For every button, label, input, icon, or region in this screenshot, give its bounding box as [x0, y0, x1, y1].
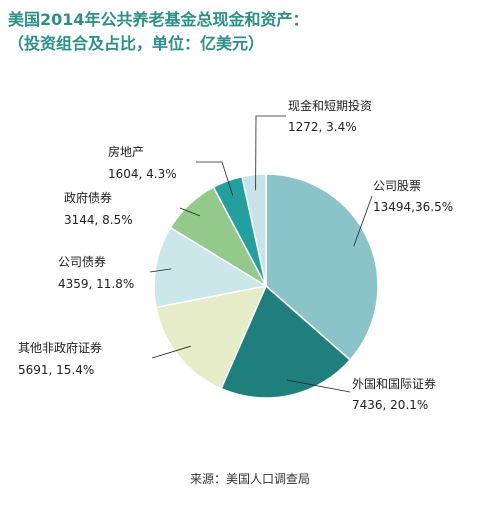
slice-label: 其他非政府证券 — [18, 340, 102, 355]
chart-title: 美国2014年公共养老基金总现金和资产： （投资组合及占比，单位：亿美元） — [8, 8, 492, 56]
leader-line — [151, 345, 191, 359]
pie-slice — [153, 226, 269, 309]
chart-title-line-2: （投资组合及占比，单位：亿美元） — [8, 34, 265, 53]
pie-slice — [155, 284, 268, 390]
chart-title-line-1: 美国2014年公共养老基金总现金和资产： — [8, 10, 309, 29]
slice-label: 政府债券 — [64, 190, 112, 205]
leader-line — [286, 379, 351, 393]
pie-slice — [220, 284, 352, 399]
slice-value-label: 3144, 8.5% — [64, 213, 133, 227]
source-note: 来源：美国人口调查局 — [189, 472, 310, 486]
pie-slice — [241, 173, 267, 287]
leader-line — [179, 207, 201, 217]
slice-value-label: 5691, 15.4% — [18, 363, 94, 377]
pie-slice — [265, 173, 379, 361]
slice-value-label: 1604, 4.3% — [108, 167, 177, 181]
slice-label: 房地产 — [108, 144, 144, 159]
slice-value-label: 7436, 20.1% — [352, 398, 428, 412]
leader-line — [196, 161, 234, 196]
slice-label: 现金和短期投资 — [288, 98, 372, 113]
leader-line — [255, 115, 286, 191]
slice-value-label: 1272, 3.4% — [288, 120, 357, 134]
leader-line — [149, 268, 172, 273]
slice-value-label: 4359, 11.8% — [58, 277, 134, 291]
slice-label: 公司债券 — [58, 254, 106, 269]
slice-label: 外国和国际证券 — [352, 376, 436, 391]
slice-label: 公司股票 — [373, 179, 421, 193]
leader-line — [353, 195, 373, 247]
slice-value-label: 13494,36.5% — [373, 200, 453, 214]
